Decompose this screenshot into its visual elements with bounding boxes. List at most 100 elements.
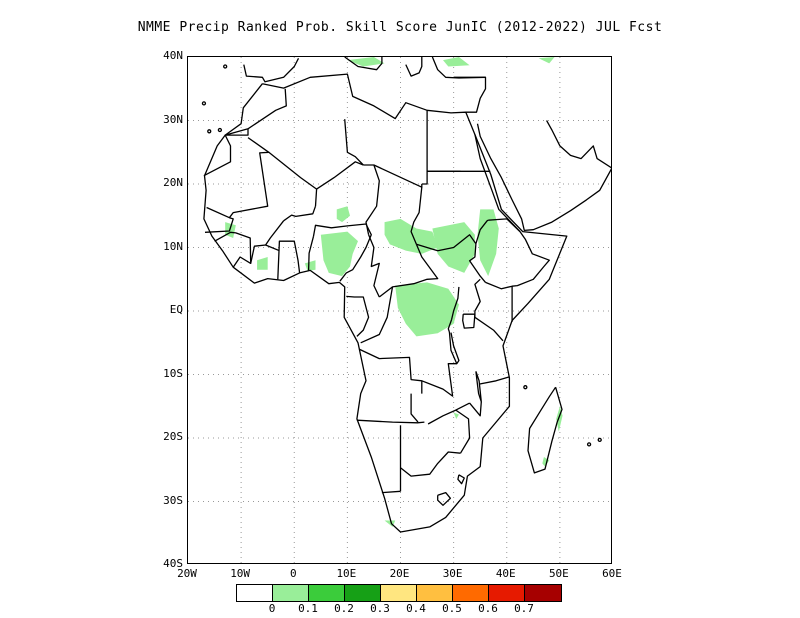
legend-swatch [237, 585, 273, 601]
lake-malawi [475, 371, 482, 403]
b-kenya-uganda [474, 278, 481, 318]
b-uganda-drc [450, 286, 460, 321]
skill-area [384, 218, 438, 254]
b-ss-eth [468, 243, 486, 283]
b-senegal [204, 217, 234, 233]
lon-tick-label: 10E [336, 567, 357, 580]
lat-tick-label: 40N [163, 49, 183, 62]
italy [344, 57, 383, 71]
b-libya-chad [363, 164, 423, 188]
b-algeria-niger [316, 161, 364, 190]
legend-label: 0 [268, 602, 276, 615]
b-mauritania [206, 137, 270, 219]
lat-tick-label: 30N [163, 112, 183, 126]
b-angola-namibia [356, 419, 425, 424]
skill-area [538, 57, 555, 64]
lat-tick-label: 10N [163, 239, 183, 253]
red-sea-west [474, 134, 521, 233]
b-algeria-libya [344, 119, 364, 166]
b-niger-nigeria [312, 223, 367, 237]
b-bots-sa [400, 451, 461, 477]
lon-tick-label: 30E [442, 567, 463, 580]
b-drc-angola [358, 348, 423, 394]
b-niger-chad [365, 164, 380, 235]
b-zambia-zim [427, 402, 470, 425]
legend-label: 0.2 [334, 602, 354, 615]
lon-tick-label: 20E [389, 567, 410, 580]
legend-label: 0.3 [370, 602, 390, 615]
chart-title: NMME Precip Ranked Prob. Skill Score Jun… [137, 20, 663, 35]
skill-shading [225, 57, 563, 527]
b-moz-malawi [469, 401, 482, 417]
legend-swatch [525, 585, 561, 601]
legend-label: 0.7 [514, 602, 534, 615]
lon-tick-label: 0 [289, 567, 297, 580]
skill-area [225, 222, 236, 238]
b-gabon [346, 295, 370, 337]
b-mali-niger [283, 205, 317, 222]
color-legend [236, 584, 562, 602]
legend-label: 0.4 [406, 602, 426, 615]
b-morocco [225, 88, 287, 136]
b-lesotho [437, 491, 452, 506]
lon-tick-label: 40E [495, 567, 516, 580]
legend-label: 0.1 [298, 602, 318, 615]
lat-tick-label: 20N [163, 176, 183, 189]
lon-tick-label: 60E [602, 567, 622, 580]
skill-area [453, 412, 459, 419]
b-cameroon-car [368, 234, 380, 298]
b-tanzania-kenya [474, 316, 504, 342]
skill-area [320, 231, 358, 277]
sinai-levant [453, 76, 487, 113]
island [586, 442, 592, 447]
island [223, 64, 228, 69]
b-moz-tz [479, 376, 510, 385]
lat-tick-label: 10S [163, 366, 183, 380]
b-ethiopia-somalia [485, 231, 550, 290]
skill-area [443, 57, 470, 67]
island [217, 127, 223, 133]
map-frame [187, 56, 612, 564]
island [207, 129, 212, 134]
lat-tick-label: 20S [163, 430, 183, 443]
skill-area [336, 206, 351, 223]
greece [405, 57, 423, 77]
b-civ [250, 244, 280, 264]
b-chad-sudan [410, 187, 423, 245]
b-wsahara [203, 128, 249, 177]
b-angola-zambia [410, 393, 419, 423]
b-zim-moz [455, 409, 471, 454]
b-nigeria-benin [307, 236, 315, 271]
b-namibia-sa [381, 490, 401, 494]
lon-tick-label: 10W [230, 567, 251, 580]
b-sudan-ss [416, 234, 477, 252]
africa-coast [203, 73, 568, 533]
legend-swatch [345, 585, 381, 601]
b-nigeria-cameroon [339, 223, 372, 282]
legend-swatch [417, 585, 453, 601]
lon-tick-label: 50E [548, 567, 569, 580]
b-libya-egypt [426, 110, 461, 172]
b-drc-zambia [421, 363, 457, 397]
island [597, 437, 602, 443]
africa-map [188, 57, 611, 563]
legend-swatch [273, 585, 309, 601]
lake-tanganyika [448, 331, 460, 365]
europe-s [243, 58, 300, 83]
b-drc-rwanda [447, 319, 453, 333]
arabia [476, 120, 611, 232]
skill-area [347, 57, 385, 67]
lat-tick-label: EQ [169, 303, 183, 316]
gridlines [188, 57, 611, 563]
island [523, 385, 528, 390]
lat-tick-label: 40S [163, 557, 183, 570]
coastlines-and-borders [201, 57, 611, 533]
skill-area [257, 257, 268, 270]
b-swaziland [457, 474, 465, 485]
madagascar [527, 386, 563, 474]
b-guinea [214, 231, 252, 268]
legend-label: 0.6 [478, 602, 498, 615]
skill-area [395, 282, 459, 337]
lake-victoria [462, 313, 476, 329]
legend-swatch [489, 585, 525, 601]
